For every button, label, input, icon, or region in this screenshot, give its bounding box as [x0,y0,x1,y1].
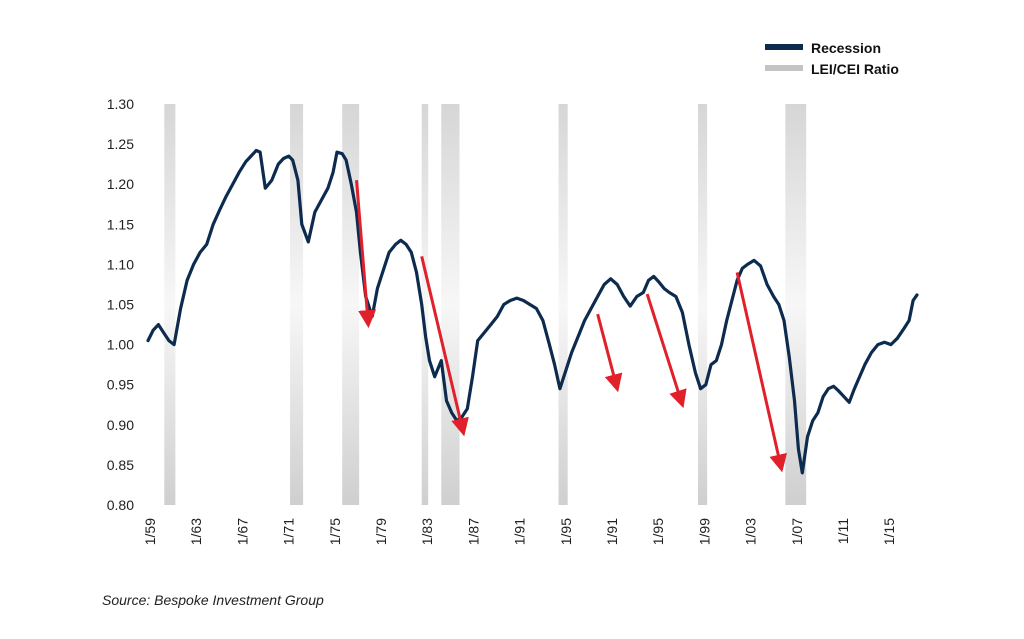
legend-label: Recession [811,40,881,56]
x-tick-label: 1/15 [881,518,897,545]
source-note: Source: Bespoke Investment Group [102,592,324,608]
legend: Recession LEI/CEI Ratio [765,40,899,77]
x-tick-label: 1/63 [188,518,204,545]
series-line [146,148,919,475]
x-tick-label: 1/79 [373,518,389,545]
y-tick-label: 1.15 [107,216,134,232]
series-layer [146,148,919,475]
recession-band [441,104,460,505]
recession-band [558,104,568,505]
y-tick-label: 0.90 [107,417,134,433]
annotation-arrows [355,180,788,473]
annotation-arrow [645,293,687,409]
x-tick-label: 1/91 [512,518,528,545]
recession-band [785,104,807,505]
annotation-arrow [596,313,623,393]
annotation-arrow [735,272,788,473]
legend-swatch [765,44,803,50]
recession-band [698,104,708,505]
recession-band [421,104,429,505]
x-tick-label: 1/03 [743,518,759,545]
x-tick-label: 1/71 [281,518,297,545]
x-tick-label: 1/95 [650,518,666,545]
x-tick-label: 1/99 [696,518,712,545]
y-tick-label: 1.30 [107,96,134,112]
y-tick-label: 0.85 [107,457,134,473]
y-tick-label: 0.95 [107,377,134,393]
y-tick-label: 1.00 [107,337,134,353]
recession-band [164,104,176,505]
y-tick-label: 1.10 [107,256,134,272]
x-axis-ticks: 1/59 1/63 1/67 1/71 1/75 1/79 1/83 1/87 1/91 1/95… [142,518,897,545]
recession-band [342,104,360,505]
x-tick-label: 1/91 [604,518,620,545]
x-tick-label: 1/67 [234,518,250,545]
x-tick-label: 1/87 [465,518,481,545]
x-tick-label: 1/07 [789,518,805,545]
y-tick-label: 0.80 [107,497,134,513]
y-tick-label: 1.05 [107,297,134,313]
legend-swatch [765,65,803,71]
x-tick-label: 1/59 [142,518,158,545]
recession-bands [164,104,807,505]
y-axis-ticks: 1.30 1.25 1.20 1.15 1.10 1.05 1.00 0.95 0.90 0.85… [107,96,134,513]
y-tick-label: 1.25 [107,136,134,152]
x-tick-label: 1/75 [327,518,343,545]
y-tick-label: 1.20 [107,176,134,192]
x-tick-label: 1/83 [419,518,435,545]
recession-band [290,104,304,505]
legend-label: LEI/CEI Ratio [811,61,899,77]
annotation-arrow [420,256,469,437]
x-tick-label: 1/11 [835,518,851,544]
annotation-arrow [355,180,377,329]
x-tick-label: 1/95 [558,518,574,545]
